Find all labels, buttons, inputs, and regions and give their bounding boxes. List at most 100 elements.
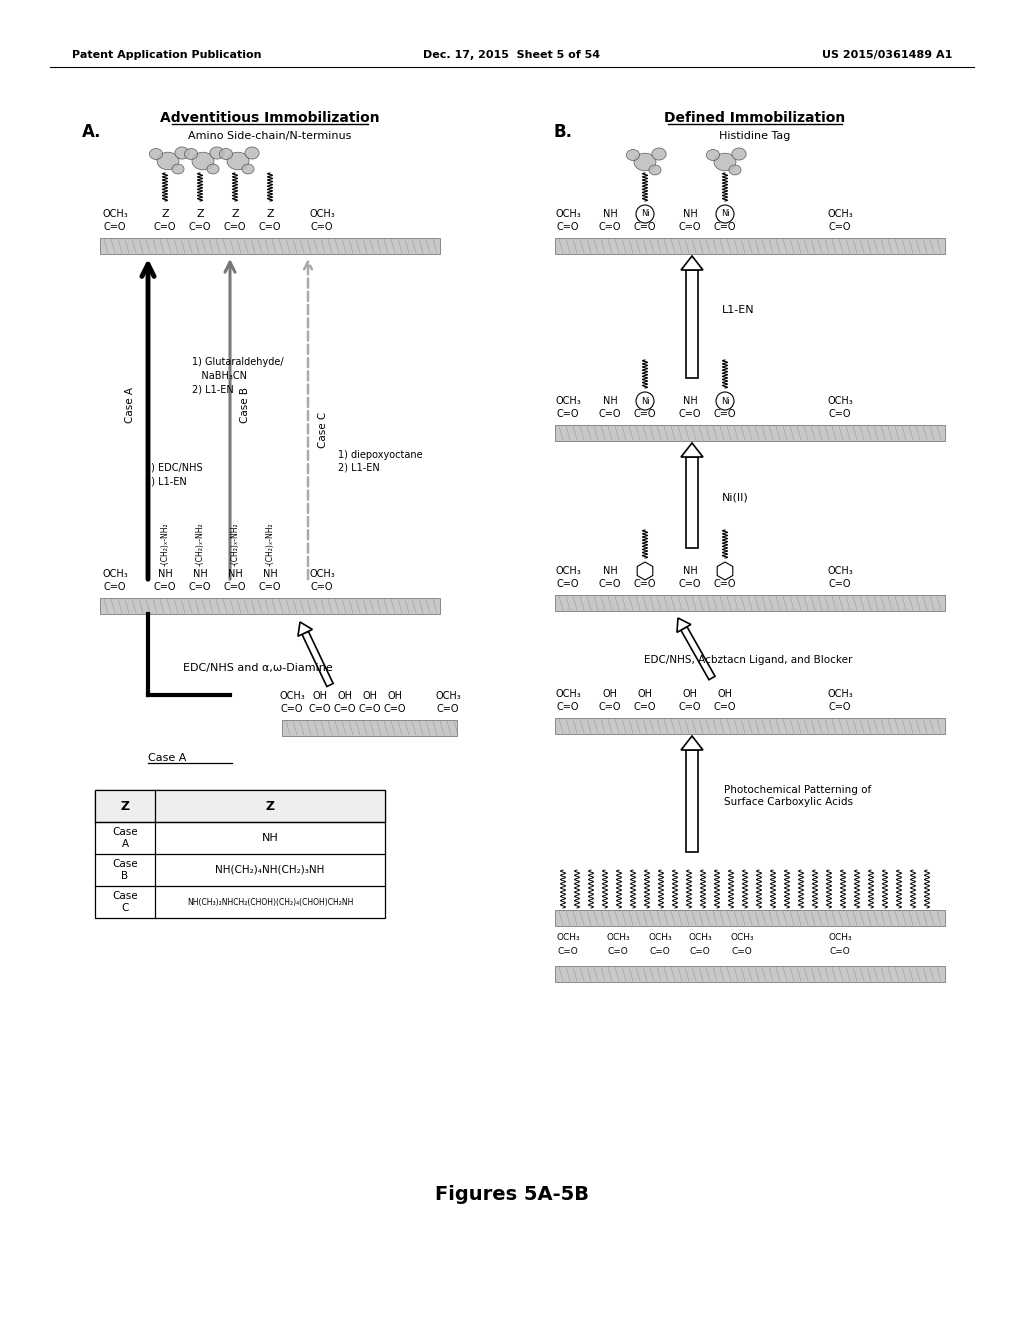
Text: C=O: C=O — [679, 579, 701, 589]
Text: Case C: Case C — [318, 412, 328, 447]
Text: C=O: C=O — [437, 704, 459, 714]
Text: Dec. 17, 2015  Sheet 5 of 54: Dec. 17, 2015 Sheet 5 of 54 — [424, 50, 600, 59]
Bar — [686, 750, 698, 851]
Ellipse shape — [150, 149, 163, 160]
Text: 2) L1-EN: 2) L1-EN — [338, 463, 380, 473]
Bar — [555, 909, 945, 927]
Text: Histidine Tag: Histidine Tag — [719, 131, 791, 141]
Bar — [100, 598, 440, 614]
Ellipse shape — [184, 149, 198, 160]
Text: OCH₃: OCH₃ — [730, 933, 754, 942]
Text: C=O: C=O — [557, 579, 580, 589]
Text: OCH₃: OCH₃ — [280, 690, 305, 701]
Text: C=O: C=O — [828, 222, 851, 232]
Text: C=O: C=O — [634, 579, 656, 589]
Text: Case A: Case A — [148, 752, 186, 763]
Text: -(CH₂)ₓ-NH₂: -(CH₂)ₓ-NH₂ — [161, 523, 170, 566]
Text: OH: OH — [638, 689, 652, 700]
Text: Ni(II): Ni(II) — [722, 492, 749, 503]
Text: C=O: C=O — [634, 409, 656, 418]
Text: C=O: C=O — [557, 222, 580, 232]
Text: C=O: C=O — [334, 704, 356, 714]
Text: OH: OH — [683, 689, 697, 700]
Bar — [555, 238, 945, 253]
Text: C=O: C=O — [689, 946, 711, 956]
Text: OCH₃: OCH₃ — [435, 690, 461, 701]
Ellipse shape — [729, 165, 741, 176]
Text: OCH₃: OCH₃ — [828, 933, 852, 942]
Text: B.: B. — [554, 123, 572, 141]
Text: Z: Z — [161, 209, 169, 219]
Ellipse shape — [227, 152, 249, 170]
Text: NH: NH — [683, 396, 697, 407]
Text: NH: NH — [227, 569, 243, 579]
Text: C=O: C=O — [310, 582, 333, 591]
Ellipse shape — [207, 164, 219, 174]
Text: Ni: Ni — [641, 396, 649, 405]
Text: -(CH₂)ₓ-NH₂: -(CH₂)ₓ-NH₂ — [196, 523, 205, 566]
Text: NH: NH — [261, 833, 279, 843]
Text: C=O: C=O — [224, 222, 246, 232]
Bar — [686, 457, 698, 548]
Bar — [686, 271, 698, 378]
Text: Z: Z — [197, 209, 204, 219]
Text: C=O: C=O — [281, 704, 303, 714]
Text: OCH₃: OCH₃ — [309, 569, 335, 579]
Text: C=O: C=O — [558, 946, 579, 956]
Text: C=O: C=O — [358, 704, 381, 714]
Text: C=O: C=O — [103, 222, 126, 232]
Text: NH: NH — [603, 209, 617, 219]
Text: C=O: C=O — [224, 582, 246, 591]
Polygon shape — [298, 622, 312, 636]
Text: OCH₃: OCH₃ — [648, 933, 672, 942]
Text: OCH₃: OCH₃ — [827, 209, 853, 219]
Text: C=O: C=O — [309, 704, 331, 714]
Ellipse shape — [732, 148, 746, 160]
Text: C=O: C=O — [310, 222, 333, 232]
Text: C=O: C=O — [154, 582, 176, 591]
Ellipse shape — [652, 148, 667, 160]
Text: NH: NH — [158, 569, 172, 579]
Ellipse shape — [707, 149, 720, 161]
Ellipse shape — [193, 152, 214, 170]
Polygon shape — [681, 737, 703, 750]
Text: -(CH₂)ₓ-NH₂: -(CH₂)ₓ-NH₂ — [265, 523, 274, 566]
Text: OCH₃: OCH₃ — [309, 209, 335, 219]
Text: C=O: C=O — [829, 946, 850, 956]
Bar — [555, 718, 945, 734]
Text: Z: Z — [231, 209, 239, 219]
Text: OCH₃: OCH₃ — [102, 569, 128, 579]
Ellipse shape — [245, 147, 259, 158]
Text: OCH₃: OCH₃ — [102, 209, 128, 219]
Text: C=O: C=O — [188, 582, 211, 591]
Polygon shape — [302, 631, 333, 686]
Text: OCH₃: OCH₃ — [555, 209, 581, 219]
Text: EDC/NHS and α,ω-Diamine: EDC/NHS and α,ω-Diamine — [183, 663, 333, 673]
Ellipse shape — [634, 153, 656, 170]
Text: L1-EN: L1-EN — [722, 305, 755, 315]
Bar — [555, 966, 945, 982]
Polygon shape — [681, 444, 703, 457]
Ellipse shape — [714, 153, 736, 170]
Text: OCH₃: OCH₃ — [688, 933, 712, 942]
Text: C=O: C=O — [599, 222, 622, 232]
Text: NH: NH — [603, 396, 617, 407]
Text: Patent Application Publication: Patent Application Publication — [72, 50, 261, 59]
Text: Defined Immobilization: Defined Immobilization — [665, 111, 846, 125]
Text: C=O: C=O — [557, 409, 580, 418]
Text: C=O: C=O — [714, 222, 736, 232]
Text: OCH₃: OCH₃ — [555, 689, 581, 700]
Text: OCH₃: OCH₃ — [555, 396, 581, 407]
Polygon shape — [637, 562, 652, 579]
Text: C=O: C=O — [714, 409, 736, 418]
Text: C=O: C=O — [634, 702, 656, 711]
Text: OH: OH — [338, 690, 352, 701]
Polygon shape — [681, 627, 715, 680]
Text: EDC/NHS, Acbztacn Ligand, and Blocker: EDC/NHS, Acbztacn Ligand, and Blocker — [644, 655, 852, 665]
Text: C=O: C=O — [599, 702, 622, 711]
Text: OCH₃: OCH₃ — [827, 689, 853, 700]
Text: NH: NH — [262, 569, 278, 579]
Text: 1) diepoxyoctane: 1) diepoxyoctane — [338, 450, 423, 459]
Text: C=O: C=O — [599, 409, 622, 418]
Bar — [100, 238, 440, 253]
